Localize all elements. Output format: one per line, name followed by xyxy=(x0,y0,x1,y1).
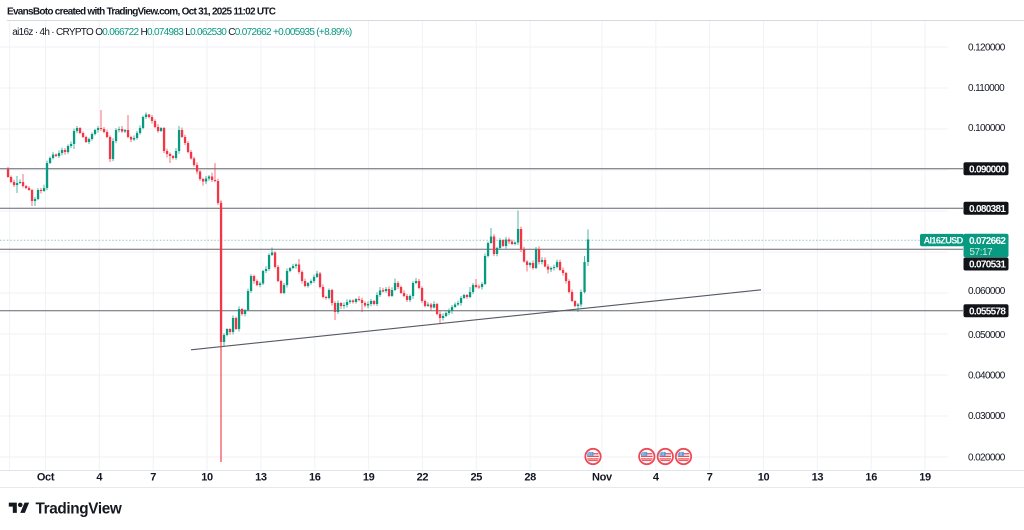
svg-text:7: 7 xyxy=(150,472,156,484)
svg-text:0.100000: 0.100000 xyxy=(968,123,1006,134)
svg-text:25: 25 xyxy=(471,472,483,484)
svg-text:0.072662: 0.072662 xyxy=(969,236,1006,247)
svg-text:10: 10 xyxy=(758,472,770,484)
svg-text:7: 7 xyxy=(707,472,713,484)
svg-text:19: 19 xyxy=(919,472,931,484)
svg-text:13: 13 xyxy=(255,472,267,484)
svg-text:AI16ZUSD: AI16ZUSD xyxy=(924,236,964,246)
svg-text:0.070531: 0.070531 xyxy=(969,260,1006,271)
svg-text:4: 4 xyxy=(653,472,660,484)
svg-text:TradingView: TradingView xyxy=(36,500,122,517)
svg-text:0.060000: 0.060000 xyxy=(968,286,1006,297)
svg-text:4: 4 xyxy=(96,472,103,484)
svg-text:0.030000: 0.030000 xyxy=(968,411,1006,422)
svg-text:EvansBoto created with Trading: EvansBoto created with TradingView.com, … xyxy=(7,7,276,18)
svg-text:Oct: Oct xyxy=(37,472,55,484)
svg-text:0.120000: 0.120000 xyxy=(968,43,1006,54)
svg-text:19: 19 xyxy=(363,472,375,484)
svg-text:13: 13 xyxy=(812,472,824,484)
svg-text:ai16z · 4h · CRYPTO O0.066722: ai16z · 4h · CRYPTO O0.066722 H0.074983 … xyxy=(12,27,352,38)
svg-text:0.040000: 0.040000 xyxy=(968,371,1006,382)
svg-text:0.080381: 0.080381 xyxy=(969,204,1006,215)
svg-text:57:17: 57:17 xyxy=(970,247,993,258)
svg-text:22: 22 xyxy=(417,472,429,484)
svg-text:0.055578: 0.055578 xyxy=(969,306,1006,317)
svg-text:0.110000: 0.110000 xyxy=(968,83,1005,94)
svg-text:0.020000: 0.020000 xyxy=(968,453,1006,464)
svg-text:28: 28 xyxy=(524,472,536,484)
svg-text:Nov: Nov xyxy=(592,472,613,484)
svg-text:0.050000: 0.050000 xyxy=(968,330,1006,341)
svg-text:10: 10 xyxy=(201,472,213,484)
svg-text:16: 16 xyxy=(865,472,877,484)
svg-text:0.090000: 0.090000 xyxy=(969,164,1006,175)
svg-text:16: 16 xyxy=(309,472,321,484)
